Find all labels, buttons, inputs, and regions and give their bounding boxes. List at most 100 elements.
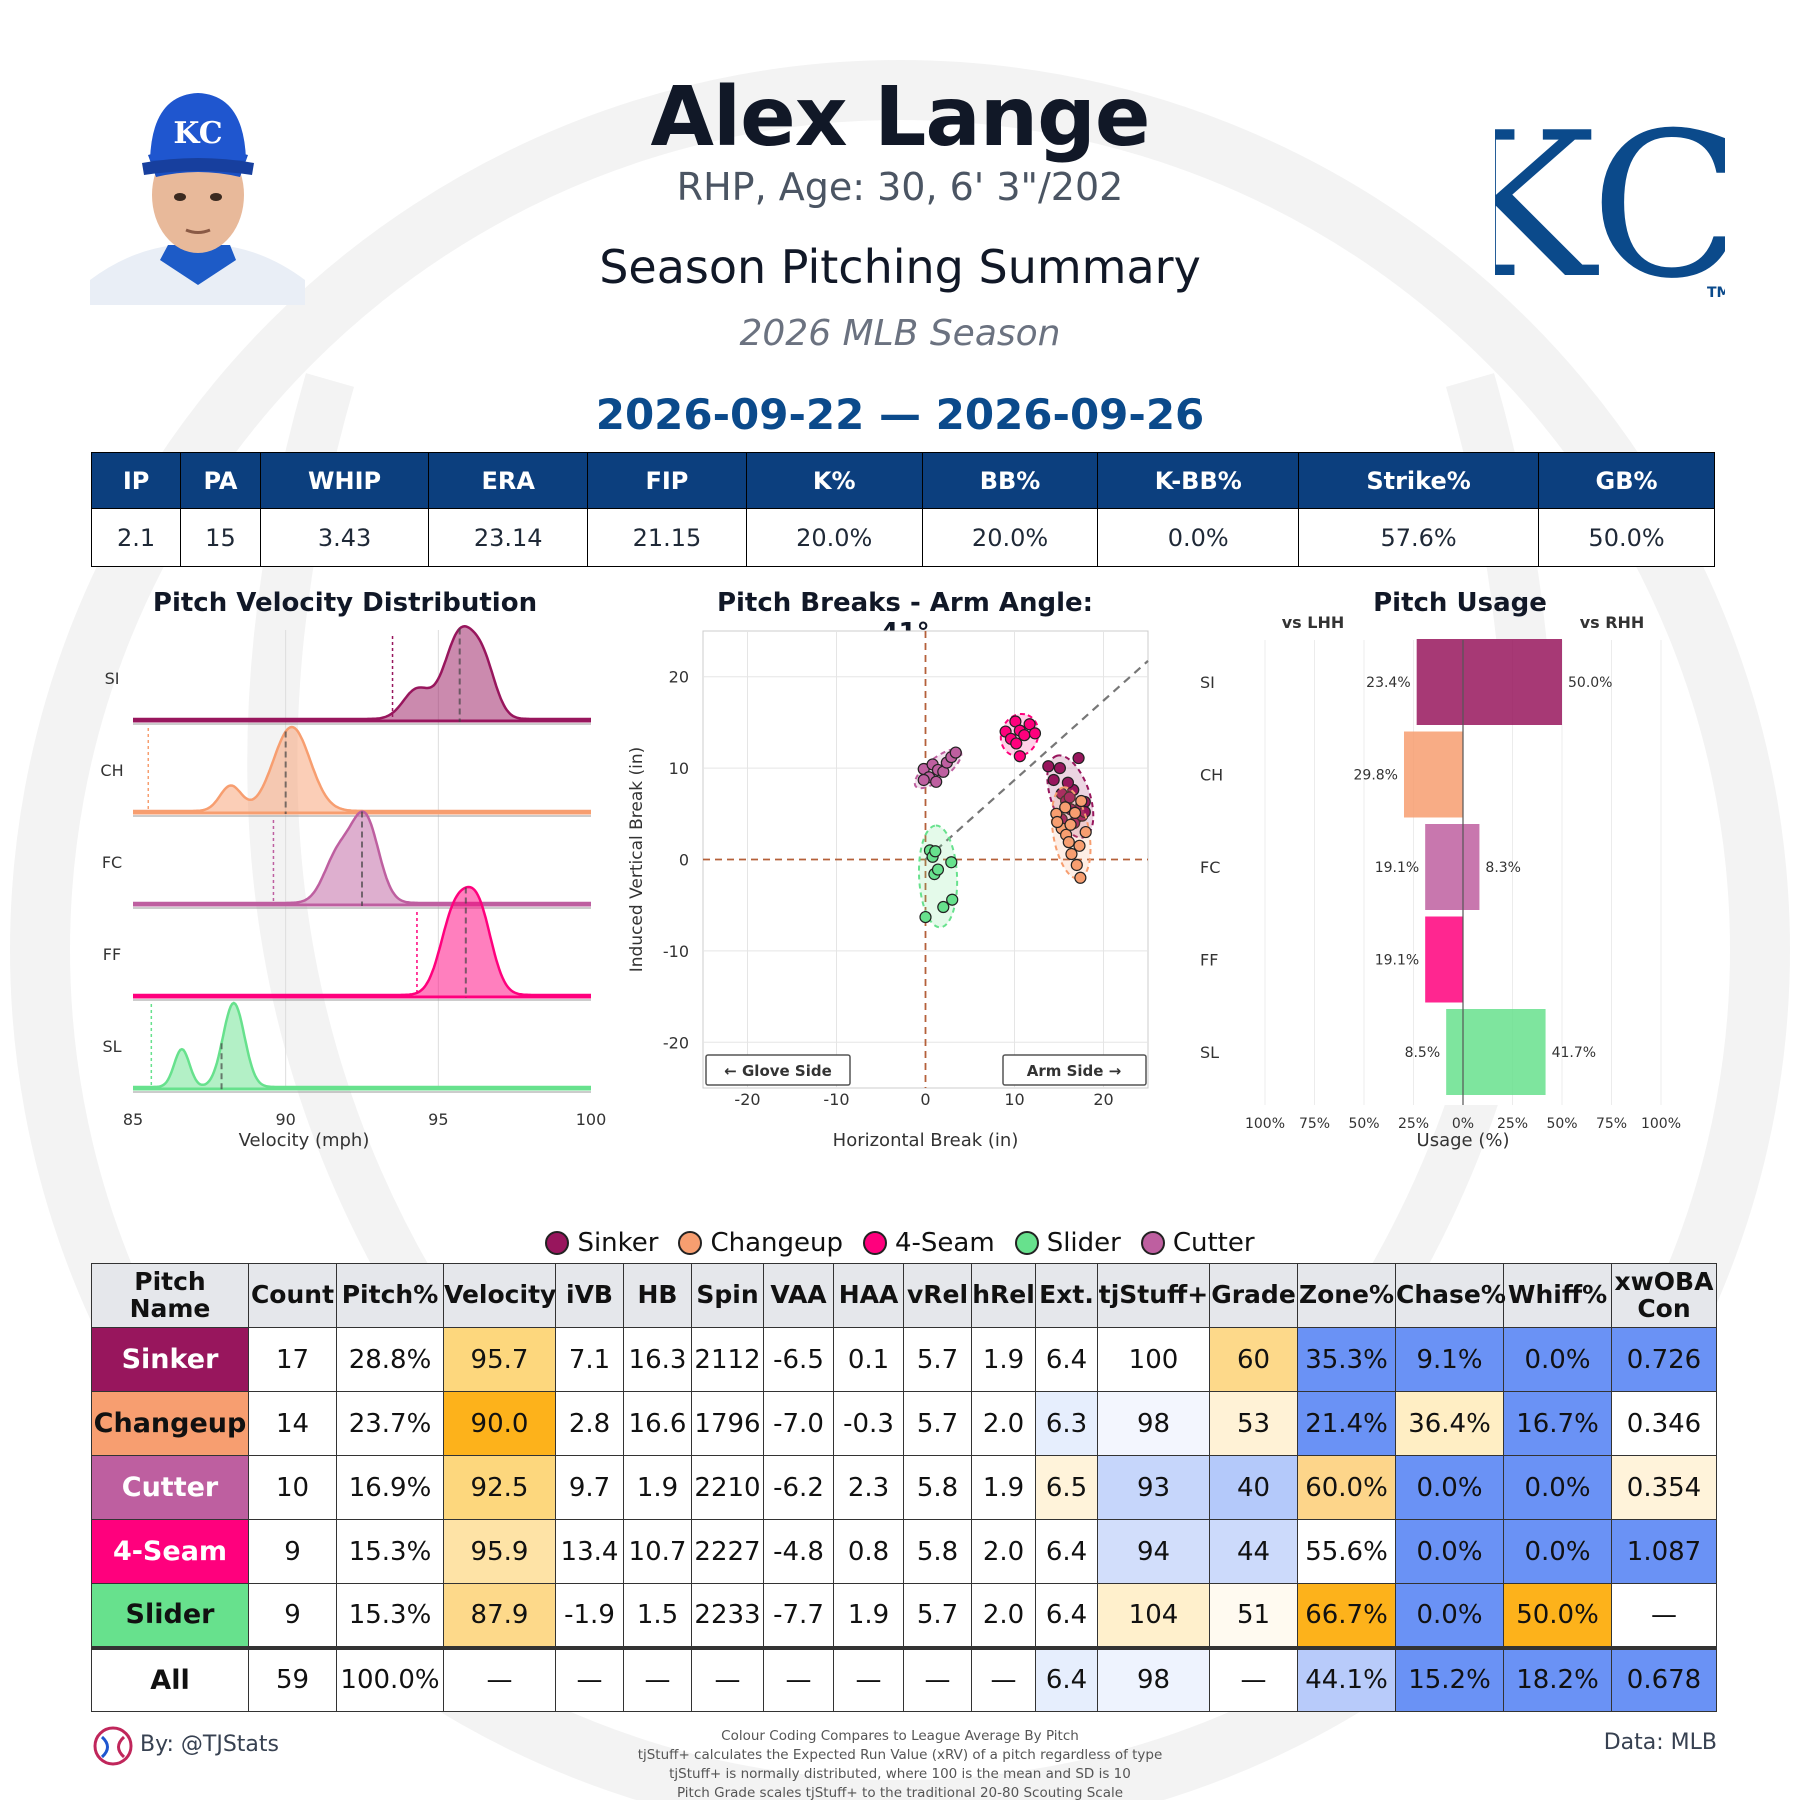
footer-author: By: @TJStats: [140, 1732, 280, 1757]
table-cell: 6.3: [1035, 1391, 1098, 1456]
table-header: Pitch Name: [91, 1263, 249, 1328]
table-cell: 2.0: [971, 1519, 1036, 1584]
legend-dot-icon: [545, 1231, 570, 1255]
table-cell: 50.0%: [1503, 1583, 1612, 1648]
table-cell: 1.9: [833, 1583, 904, 1648]
pitch-usage-chart: vs LHH vs RHH SI 23.4% 50.0% CH 29.8% FC 19.1% 8.…: [1200, 613, 1681, 1151]
x-axis-label: Horizontal Break (in): [833, 1130, 1019, 1151]
pitch-point: [1068, 806, 1082, 819]
table-header: Spin: [691, 1263, 764, 1328]
table-cell: 23.7%: [336, 1391, 444, 1456]
table-cell: 0.1: [833, 1327, 904, 1392]
pitch-point: [1065, 847, 1078, 861]
table-cell: 55.6%: [1297, 1519, 1396, 1584]
stat-header: GB%: [1538, 452, 1715, 509]
table-cell: 2.0: [971, 1391, 1036, 1456]
pitch-row-label: SL: [102, 1037, 121, 1056]
table-cell: 9: [248, 1519, 337, 1584]
pitch-row-label: SI: [105, 669, 120, 688]
table-header: tjStuff+: [1097, 1263, 1210, 1328]
pitch-point: [945, 856, 958, 869]
table-cell: 51: [1209, 1583, 1298, 1648]
legend-item: Sinker: [545, 1228, 658, 1258]
table-header: vRel: [903, 1263, 972, 1328]
table-cell: 5.8: [903, 1455, 972, 1520]
stat-value: 15: [180, 508, 261, 567]
table-cell: 87.9: [443, 1583, 556, 1648]
velocity-density-area: [133, 1003, 591, 1090]
usage-bar-rhh: [1463, 639, 1562, 725]
table-cell: 95.7: [443, 1327, 556, 1392]
stat-header: BB%: [921, 452, 1099, 509]
table-cell: 0.354: [1611, 1455, 1717, 1520]
table-cell: 93: [1097, 1455, 1210, 1520]
pitch-point: [1028, 727, 1042, 740]
table-cell: 0.0%: [1503, 1519, 1612, 1584]
table-cell: 7.1: [555, 1327, 624, 1392]
team-logo: KC TM: [1495, 90, 1725, 310]
table-cell: 5.8: [903, 1519, 972, 1584]
usage-bar-lhh: [1425, 916, 1463, 1003]
table-cell: 44.1%: [1297, 1645, 1396, 1712]
y-tick-label: 10: [669, 759, 689, 778]
table-cell: 6.4: [1035, 1583, 1098, 1648]
table-cell: 100: [1097, 1327, 1210, 1392]
y-tick-label: -10: [663, 942, 689, 961]
arm-side-box: [1002, 1054, 1147, 1086]
table-cell: 10: [248, 1455, 337, 1520]
usage-value-rhh: 41.7%: [1552, 1045, 1596, 1061]
pitch-name-cell: Changeup: [91, 1391, 249, 1456]
table-cell: 2.0: [971, 1583, 1036, 1648]
pitch-point: [1042, 760, 1055, 773]
stat-value: 0.0%: [1097, 508, 1300, 567]
stat-value: 23.14: [428, 508, 589, 567]
table-cell: 60.0%: [1297, 1455, 1396, 1520]
usage-chart-title: Pitch Usage: [1373, 588, 1547, 618]
table-cell: 1.9: [623, 1455, 692, 1520]
pitch-point: [1023, 718, 1036, 731]
table-cell: 2.8: [555, 1391, 624, 1456]
pitch-point: [919, 910, 932, 924]
pitch-row-label: CH: [100, 761, 123, 780]
table-cell: 98: [1097, 1645, 1210, 1712]
table-cell: 0.8: [833, 1519, 904, 1584]
arm-angle-line: [924, 660, 1149, 861]
table-cell: 0.0%: [1395, 1455, 1504, 1520]
velocity-density-area: [133, 626, 591, 722]
header: KC Alex Lange RHP, Age: 30, 6' 3"/202 Se…: [0, 0, 1800, 450]
legend-item: Cutter: [1140, 1228, 1255, 1258]
pitch-point: [1018, 729, 1031, 742]
season-label: 2026 MLB Season: [739, 313, 1061, 354]
legend-dot-icon: [1014, 1231, 1039, 1255]
pitch-legend: Sinker Changeup 4-Seam Slider Cutter: [0, 1228, 1800, 1258]
pitch-point: [1074, 871, 1087, 884]
summary-stats-table: IP PA WHIP ERA FIP K% BB% K-BB% Strike% GB% 2.1 15…: [90, 452, 1715, 567]
x-tick-label: 75%: [1596, 1116, 1627, 1132]
tjstats-logo-icon: [93, 1726, 133, 1766]
table-cell: -4.8: [763, 1519, 834, 1584]
table-cell: 2227: [691, 1519, 764, 1584]
velocity-distribution-chart: SI CH FC FF SL 85 90 95 100 Velocity (mph): [100, 625, 606, 1151]
pitch-row-label: FC: [102, 853, 122, 872]
pitch-row-label: FF: [103, 945, 121, 964]
table-cell: 36.4%: [1395, 1391, 1504, 1456]
usage-value-lhh: 19.1%: [1375, 860, 1419, 876]
table-cell: 44: [1209, 1519, 1298, 1584]
legend-label: Sinker: [577, 1228, 659, 1258]
x-tick-label: 100%: [1641, 1116, 1681, 1132]
table-cell: 14: [248, 1391, 337, 1456]
table-cell: 40: [1209, 1455, 1298, 1520]
legend-dot-icon: [863, 1231, 887, 1255]
table-header: HB: [623, 1263, 692, 1328]
table-header: xwOBA Con: [1611, 1263, 1717, 1328]
usage-row-label: FF: [1200, 951, 1218, 970]
footer-note: Pitch Grade scales tjStuff+ to the tradi…: [676, 1785, 1124, 1800]
x-tick-label: 85: [123, 1110, 143, 1129]
pitch-point: [931, 863, 945, 876]
table-cell: 0.0%: [1503, 1327, 1612, 1392]
footer-note: tjStuff+ is normally distributed, where …: [669, 1766, 1131, 1782]
legend-item: 4-Seam: [863, 1228, 995, 1258]
x-tick-label: 25%: [1497, 1116, 1528, 1132]
velocity-density-area: [133, 727, 591, 814]
velocity-chart-title: Pitch Velocity Distribution: [152, 588, 538, 618]
